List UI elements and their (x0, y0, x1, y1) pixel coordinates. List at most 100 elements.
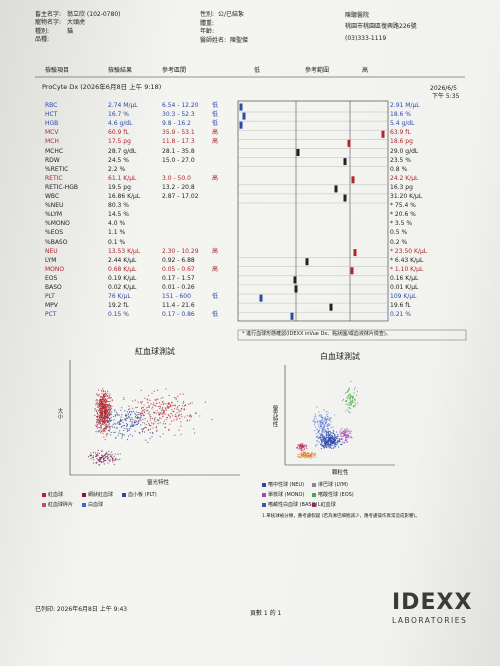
scatter-dot (130, 414, 132, 416)
scatter-dot (344, 439, 347, 441)
scatter-dot (165, 409, 167, 411)
scatter-dot (354, 399, 356, 401)
scatter-dot (354, 398, 356, 400)
scatter-dot (107, 390, 109, 392)
field-label: 年齡: (200, 28, 215, 35)
scatter-dot (92, 455, 94, 457)
scatter-dot (111, 457, 114, 459)
scatter-dot (112, 415, 114, 418)
scatter-dot (156, 419, 158, 421)
scatter-dot (150, 425, 152, 427)
clinic-phone: (03)333-1119 (345, 35, 387, 42)
scatter-dot (331, 444, 333, 447)
scatter-dot (100, 390, 103, 392)
reference-range: 0.01 - 0.26 (162, 284, 195, 291)
legend-swatch (42, 503, 46, 507)
previous-result: * 20.6 % (390, 211, 416, 219)
scatter-dot (124, 418, 126, 420)
scatter-dot (350, 436, 352, 439)
legend-label: 紅血球碎片 (48, 501, 74, 508)
scatter-dot (337, 435, 339, 437)
range-marker (259, 294, 263, 302)
scatter-dot (155, 427, 157, 429)
scatter-dot (105, 398, 107, 400)
scatter-dot (305, 453, 307, 455)
scatter-dot (136, 416, 138, 418)
scatter-dot (143, 411, 145, 413)
scatter-dot (328, 444, 330, 446)
scatter-dot (308, 456, 310, 459)
scatter-dot (100, 461, 103, 464)
scatter-dot (96, 425, 98, 427)
scatter-dot (345, 431, 347, 433)
scatter-dot (337, 440, 340, 442)
range-marker (296, 149, 300, 156)
scatter-dot (102, 391, 104, 393)
scatter-dot (127, 414, 129, 416)
scatter-dot (312, 456, 315, 458)
scatter-dot (105, 426, 107, 428)
scatter-dot (109, 419, 111, 422)
scatter-dot (109, 419, 111, 421)
scatter-dot (110, 431, 112, 434)
scatter-dot (96, 424, 98, 426)
scatter-dot (352, 405, 354, 407)
scatter-dot (138, 413, 140, 415)
scatter-dot (165, 418, 167, 421)
scatter-dot (127, 435, 130, 437)
scatter-dot (106, 421, 108, 423)
field-label: 種別: (35, 28, 50, 35)
scatter-dot (109, 453, 111, 455)
scatter-dot (103, 412, 105, 414)
scatter-dot (135, 417, 137, 419)
scatter-dot (318, 430, 320, 433)
scatter-dot (87, 456, 90, 458)
scatter-dot (332, 429, 334, 431)
scatter-dot (131, 425, 134, 427)
test-name: MCHC (45, 147, 64, 155)
scatter-dot (332, 436, 334, 438)
note-box (237, 329, 467, 341)
scatter-dot (350, 403, 353, 405)
scatter-dot (120, 409, 122, 411)
scatter-dot (321, 442, 323, 444)
scatter-dot (113, 463, 115, 466)
scatter-dot (165, 403, 167, 405)
scatter-dot (105, 416, 107, 418)
scatter-dot (97, 418, 99, 420)
scatter-dot (132, 418, 134, 421)
scatter-dot (119, 420, 121, 423)
result: 80.3 % (108, 202, 129, 210)
scatter-dot (97, 449, 99, 451)
scatter-dot (327, 442, 329, 444)
range-marker (353, 249, 357, 257)
scatter-dot (108, 426, 110, 428)
scatter-dot (176, 419, 178, 421)
scatter-dot (174, 434, 176, 436)
scatter-dot (160, 417, 162, 419)
scatter-dot (343, 433, 345, 435)
scatter-dot (148, 406, 151, 408)
scatter-dot (333, 433, 336, 436)
scatter-dot (108, 414, 111, 416)
scatter-dot (103, 411, 105, 414)
scatter-dot (182, 393, 184, 395)
scatter-dot (325, 445, 327, 447)
scatter-dot (300, 449, 302, 451)
scatter-dot (151, 392, 153, 394)
scatter-dot (321, 433, 324, 435)
scatter-dot (136, 417, 138, 419)
scatter-dot (103, 393, 105, 396)
scatter-dot (123, 434, 125, 436)
scatter-dot (100, 427, 102, 429)
test-name: RDW (45, 156, 60, 164)
scatter-dot (158, 417, 161, 419)
scatter-dot (107, 416, 109, 418)
legend-label: 紅血球 (48, 491, 64, 498)
scatter-dot (347, 397, 349, 399)
scatter-dot (346, 391, 348, 393)
scatter-dot (315, 433, 317, 435)
scatter-dot (114, 431, 116, 433)
scatter-dot (334, 442, 336, 445)
scatter-dot (340, 438, 343, 440)
